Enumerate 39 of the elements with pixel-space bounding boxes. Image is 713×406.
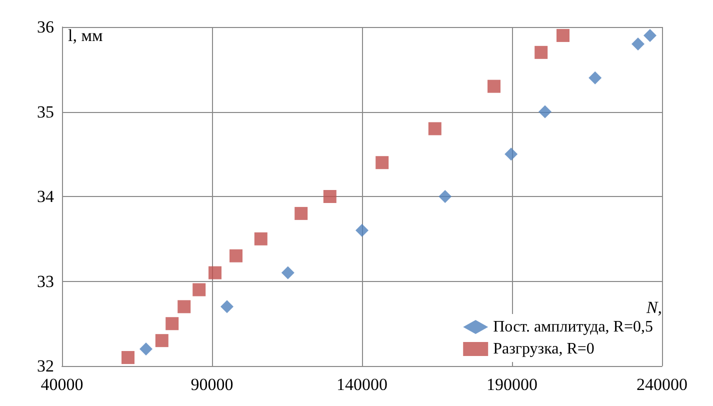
point bbox=[488, 80, 500, 93]
point bbox=[323, 190, 336, 203]
point bbox=[281, 266, 294, 280]
x-axis-title: N, bbox=[645, 298, 662, 317]
point bbox=[192, 283, 206, 296]
point bbox=[294, 206, 308, 220]
point bbox=[504, 148, 518, 161]
legend-label: Пост. амплитуда, R=0,5 bbox=[493, 318, 653, 336]
x-tick-label: 190000 bbox=[486, 375, 538, 394]
y-axis-title: l, мм bbox=[68, 26, 103, 45]
point bbox=[208, 266, 222, 280]
point bbox=[140, 342, 152, 356]
point bbox=[438, 190, 452, 203]
point bbox=[220, 300, 234, 314]
x-tick-label: 90000 bbox=[190, 375, 234, 394]
point bbox=[534, 46, 548, 59]
legend-label: Разгрузка, R=0 bbox=[493, 340, 594, 358]
point bbox=[588, 71, 602, 84]
point bbox=[538, 105, 552, 118]
point bbox=[428, 122, 442, 136]
point bbox=[254, 232, 268, 246]
point bbox=[122, 351, 134, 364]
y-tick-label: 35 bbox=[37, 102, 54, 122]
y-tick-label: 33 bbox=[37, 272, 54, 291]
point bbox=[178, 300, 191, 314]
y-tick-label: 32 bbox=[37, 356, 54, 376]
x-tick-label: 240000 bbox=[636, 375, 688, 394]
point bbox=[230, 249, 242, 262]
point bbox=[644, 28, 656, 42]
y-tick-label: 34 bbox=[37, 187, 54, 206]
x-tick-label: 40000 bbox=[40, 375, 84, 394]
x-tick-label: 140000 bbox=[336, 375, 388, 394]
point bbox=[632, 37, 644, 50]
point bbox=[556, 28, 570, 42]
point bbox=[376, 156, 389, 170]
y-tick-label: 36 bbox=[37, 18, 54, 36]
point bbox=[166, 317, 179, 330]
point bbox=[356, 224, 368, 237]
point bbox=[155, 334, 168, 348]
